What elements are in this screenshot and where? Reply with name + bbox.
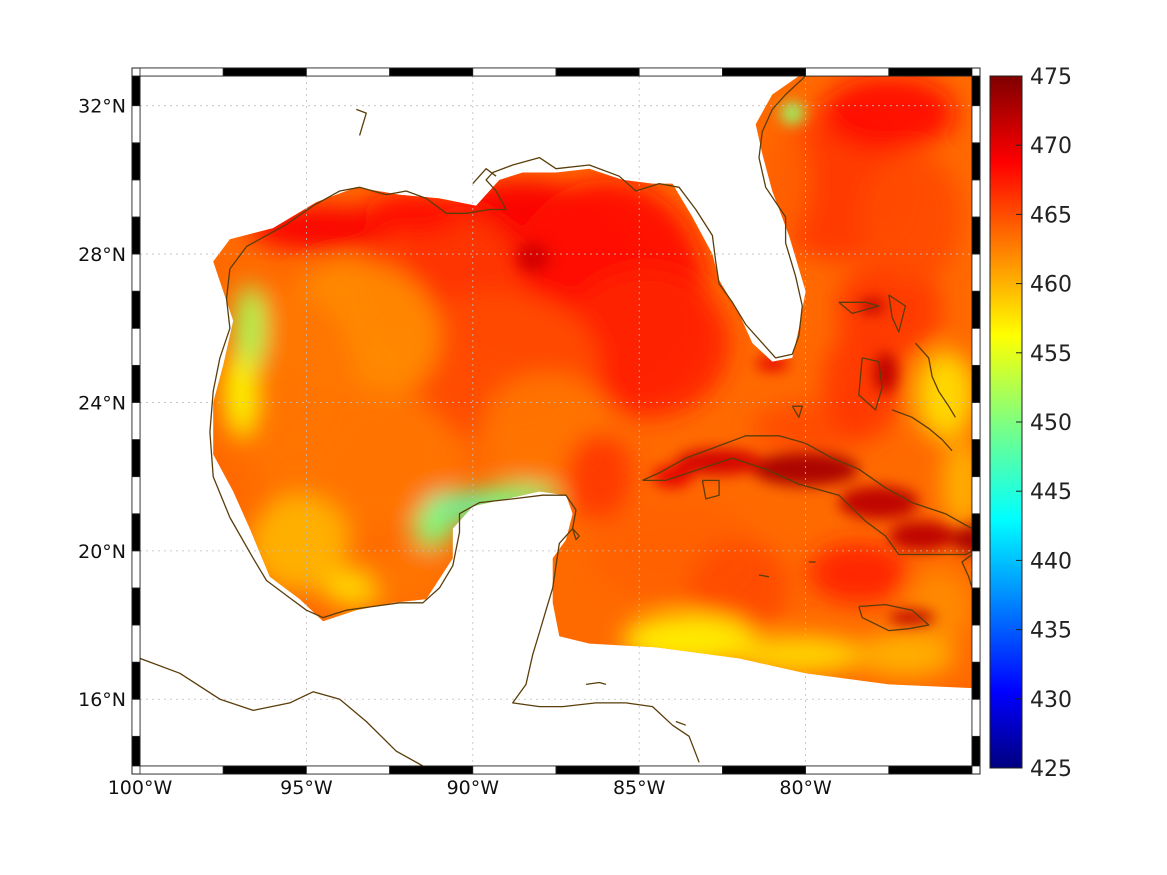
colorbar	[989, 75, 1023, 769]
latitude-tick-label: 28°N	[78, 244, 126, 266]
sea-surface-field	[213, 76, 972, 689]
coastline	[585, 681, 607, 686]
longitude-tick-label: 85°W	[613, 777, 666, 799]
colorbar-tick-label: 460	[1030, 273, 1072, 298]
coastlines	[140, 76, 972, 766]
coastline	[140, 657, 424, 766]
colorbar-tick-label: 450	[1030, 411, 1072, 436]
latitude-tick-label: 16°N	[78, 689, 126, 711]
longitude-tick-label: 80°W	[779, 777, 832, 799]
latitude-tick-label: 20°N	[78, 541, 126, 563]
coastline	[838, 301, 880, 315]
coastline	[888, 294, 907, 333]
coastline	[675, 720, 687, 726]
coastline	[642, 435, 972, 556]
coastline	[701, 479, 720, 500]
coastline	[891, 409, 953, 452]
colorbar-tick-label: 435	[1030, 619, 1072, 644]
graticule	[140, 76, 972, 766]
coastline	[914, 342, 956, 418]
colorbar-tick-label: 425	[1030, 757, 1072, 782]
coastline	[758, 574, 770, 578]
coastline	[356, 108, 367, 136]
colorbar-tick-label: 430	[1030, 688, 1072, 713]
coastline	[209, 76, 807, 518]
latitude-tick-label: 32°N	[78, 96, 126, 118]
coastline	[791, 405, 803, 418]
longitude-tick-label: 100°W	[108, 777, 173, 799]
latitude-tick-label: 24°N	[78, 392, 126, 414]
colorbar-tick-label: 475	[1030, 65, 1072, 90]
longitude-tick-label: 95°W	[280, 777, 333, 799]
latitude-labels: 16°N 20°N 24°N 28°N 32°N	[78, 96, 126, 712]
colorbar-tick-label: 470	[1030, 134, 1072, 159]
coastline	[961, 553, 972, 589]
longitude-tick-label: 90°W	[447, 777, 500, 799]
colorbar-labels: 425 430 435 440 445 450 455 460 465 470 475	[1016, 65, 1072, 782]
longitude-labels: 100°W 95°W 90°W 85°W 80°W	[108, 777, 832, 799]
map-frame	[131, 67, 981, 775]
coastline	[858, 357, 883, 411]
colorbar-tick-label: 445	[1030, 480, 1072, 505]
colorbar-tick-label: 440	[1030, 549, 1072, 574]
coastline	[571, 528, 580, 541]
coastline	[229, 494, 700, 763]
colorbar-tick-label: 455	[1030, 342, 1072, 367]
colorbar-tick-label: 465	[1030, 203, 1072, 228]
coastline	[472, 168, 497, 185]
coastline	[858, 603, 930, 632]
